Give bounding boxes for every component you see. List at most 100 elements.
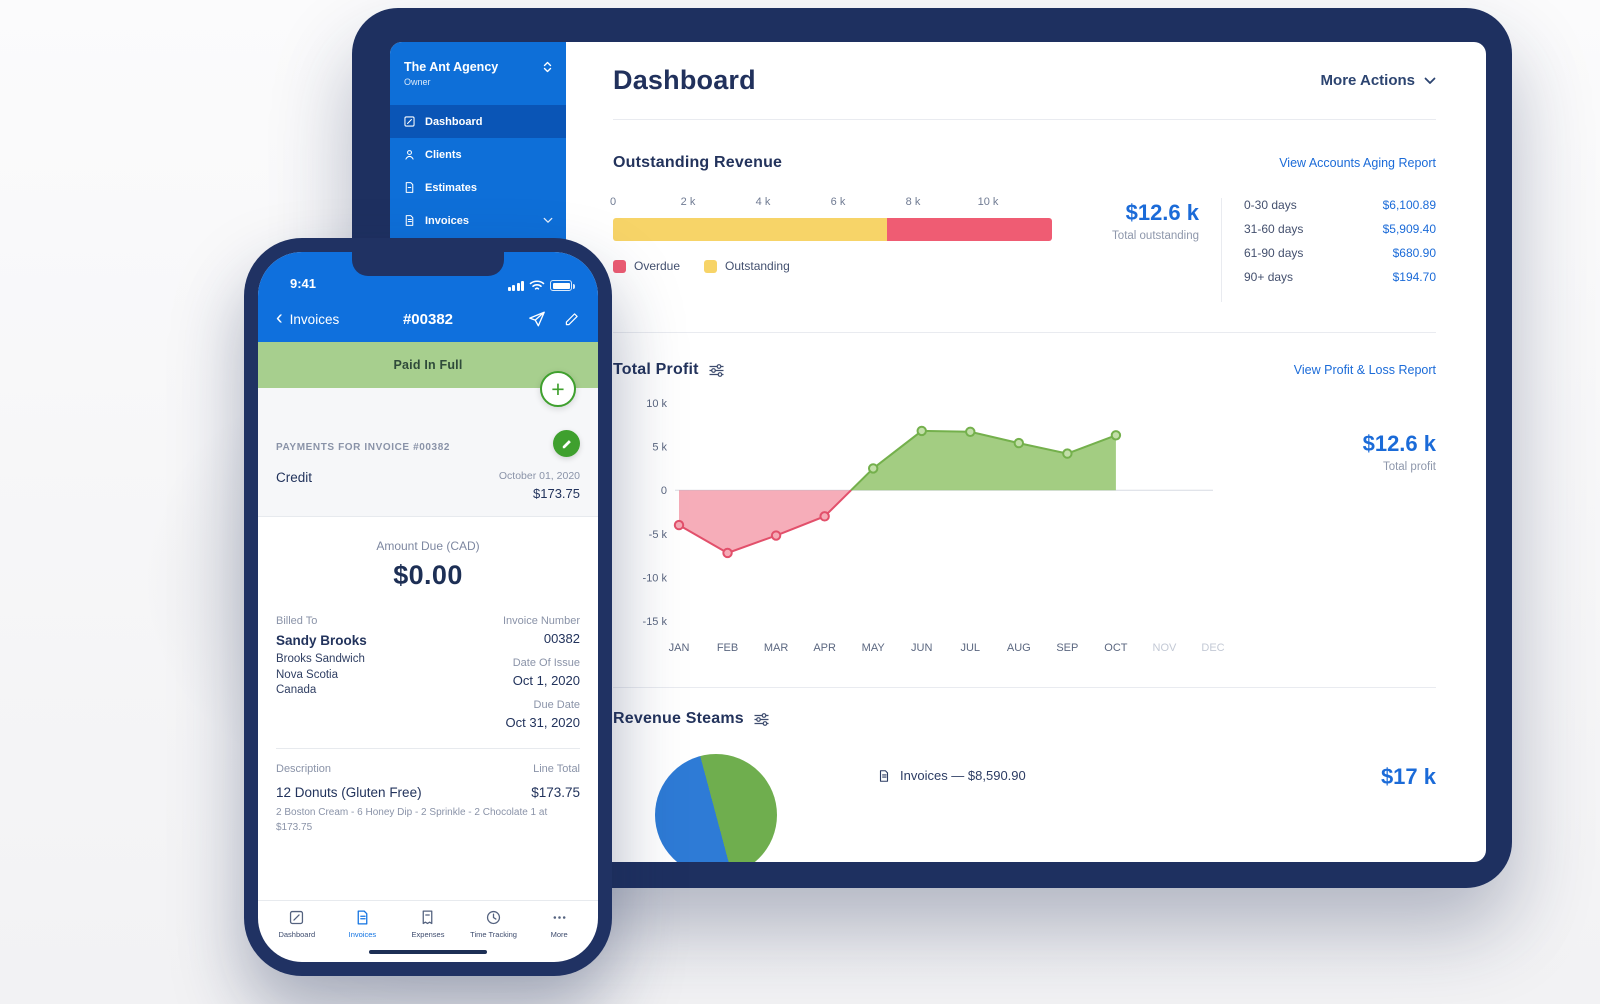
tab-label: Time Tracking — [470, 930, 517, 939]
revenue-legend-label: Invoices — $8,590.90 — [900, 768, 1026, 783]
status-bar: 9:41 — [258, 252, 598, 296]
filter-sliders-icon[interactable] — [754, 712, 769, 726]
sidebar-menu: Dashboard Clients Estimates Invoices — [390, 105, 566, 237]
svg-text:APR: APR — [813, 642, 836, 654]
svg-text:MAY: MAY — [862, 642, 886, 654]
more-actions-button[interactable]: More Actions — [1321, 72, 1436, 89]
company-name: The Ant Agency — [404, 60, 499, 74]
svg-text:OCT: OCT — [1104, 642, 1128, 654]
edit-payments-button[interactable] — [553, 430, 580, 457]
billed-to-name: Sandy Brooks — [276, 633, 367, 648]
edit-pencil-icon[interactable] — [564, 311, 580, 327]
overdue-swatch — [613, 259, 626, 273]
svg-text:JUN: JUN — [911, 642, 932, 654]
tab-expenses[interactable]: Expenses — [395, 909, 461, 939]
home-indicator[interactable] — [369, 950, 487, 954]
clients-icon — [405, 150, 414, 160]
revenue-pie — [655, 754, 777, 862]
payment-date: October 01, 2020 — [498, 470, 580, 482]
dashboard-icon — [290, 910, 304, 925]
svg-text:DEC: DEC — [1201, 642, 1224, 654]
clock-icon — [486, 910, 501, 925]
outstanding-total: $12.6 k Total outstanding — [1079, 200, 1199, 242]
sidebar-item-estimates[interactable]: Estimates — [390, 171, 566, 204]
sidebar-item-label: Clients — [425, 148, 462, 161]
tab-dashboard[interactable]: Dashboard — [264, 909, 330, 939]
back-button[interactable]: ‹ Invoices — [276, 306, 340, 329]
more-actions-label: More Actions — [1320, 72, 1415, 89]
aging-table: 0-30 days $6,100.89 31-60 days $5,909.40… — [1244, 198, 1436, 294]
expenses-icon — [423, 910, 433, 925]
tab-label: Expenses — [411, 930, 445, 939]
divider — [276, 748, 580, 749]
tab-invoices[interactable]: Invoices — [330, 909, 396, 939]
invoice-detail: Amount Due (CAD) $0.00 Billed To Sandy B… — [258, 517, 598, 835]
tab-label: Dashboard — [278, 930, 316, 939]
profit-chart: 10 k 5 k 0 -5 k -10 k -15 k JAN FEB MAR APR MAY JUN… — [643, 398, 1225, 654]
tab-more[interactable]: More — [526, 909, 592, 939]
svg-text:-15 k: -15 k — [643, 616, 668, 628]
description-label: Description — [276, 763, 332, 775]
tab-bar: Dashboard Invoices Expenses Time Trackin… — [258, 900, 598, 939]
send-icon[interactable] — [528, 310, 546, 328]
revenue-total-value: $17 k — [1380, 764, 1436, 789]
phone-notch — [352, 252, 504, 276]
back-label: Invoices — [289, 311, 340, 327]
section-title-revenue-streams: Revenue Steams — [613, 710, 744, 727]
bar-legend: Overdue Outstanding — [613, 259, 1063, 273]
billed-to-label: Billed To — [276, 615, 318, 627]
sidebar-item-clients[interactable]: Clients — [390, 138, 566, 171]
svg-text:JUL: JUL — [960, 642, 980, 654]
date-of-issue-value: Oct 1, 2020 — [512, 673, 580, 688]
dashboard-header: Dashboard More Actions — [613, 42, 1436, 120]
tab-label: More — [550, 930, 568, 939]
outstanding-revenue-section: Outstanding Revenue View Accounts Aging … — [609, 120, 1436, 333]
wifi-icon — [529, 280, 545, 290]
payments-section-title: PAYMENTS FOR INVOICE #00382 — [276, 442, 451, 453]
view-accounts-aging-link[interactable]: View Accounts Aging Report — [1279, 156, 1436, 170]
legend-label: Outstanding — [725, 259, 790, 273]
svg-text:JAN: JAN — [669, 642, 690, 654]
company-selector[interactable]: The Ant Agency — [390, 60, 566, 74]
invoice-meta-block: Invoice Number 00382 Date Of Issue Oct 1… — [503, 615, 580, 730]
company-role: Owner — [404, 77, 431, 87]
invoice-number-title: #00382 — [402, 310, 454, 328]
line-item-row[interactable]: 12 Donuts (Gluten Free) $173.75 — [276, 785, 580, 800]
legend-item-overdue: Overdue — [613, 259, 680, 273]
chevron-down-icon — [543, 217, 553, 223]
invoices-icon — [405, 215, 414, 226]
section-title-outstanding-revenue: Outstanding Revenue — [613, 154, 783, 171]
invoice-number-label: Invoice Number — [502, 615, 580, 627]
amount-due-label: Amount Due (CAD) — [376, 539, 480, 553]
payment-amount: $173.75 — [533, 486, 580, 501]
payments-section: + PAYMENTS FOR INVOICE #00382 Credit Oct… — [258, 371, 598, 517]
svg-text:10 k: 10 k — [646, 398, 667, 410]
phone-device: 9:41 ‹ Invoices #00382 — [244, 238, 612, 976]
view-profit-loss-link[interactable]: View Profit & Loss Report — [1293, 363, 1436, 377]
aging-row: 90+ days $194.70 — [1244, 270, 1436, 284]
invoice-number-value: 00382 — [543, 631, 580, 646]
svg-text:FEB: FEB — [717, 642, 738, 654]
profit-total-value: $12.6 k — [1362, 431, 1436, 456]
profit-total-label: Total profit — [1382, 461, 1436, 473]
add-payment-button[interactable]: + — [540, 371, 576, 407]
ellipsis-icon — [553, 916, 566, 919]
billed-to-line: Nova Scotia — [276, 668, 339, 681]
payment-method: Credit — [276, 470, 313, 485]
revenue-streams-section: Revenue Steams Invoices — $8,590.90 $17 … — [613, 688, 1436, 862]
sidebar-item-label: Invoices — [425, 214, 470, 227]
dashboard-main: Dashboard More Actions Outstanding Reven… — [566, 42, 1486, 862]
svg-text:0: 0 — [661, 485, 667, 497]
back-chevron-icon: ‹ — [276, 306, 283, 329]
sidebar-item-dashboard[interactable]: Dashboard — [390, 105, 566, 138]
sidebar-item-invoices[interactable]: Invoices — [390, 204, 566, 237]
dashboard-icon — [404, 116, 415, 127]
svg-text:NOV: NOV — [1153, 642, 1178, 654]
line-item-total: $173.75 — [531, 785, 580, 800]
tab-time-tracking[interactable]: Time Tracking — [461, 909, 527, 939]
billed-to-line: Canada — [276, 684, 317, 697]
filter-sliders-icon[interactable] — [709, 363, 724, 377]
payment-row[interactable]: Credit October 01, 2020 $173.75 — [276, 457, 580, 516]
pencil-icon — [562, 439, 571, 448]
